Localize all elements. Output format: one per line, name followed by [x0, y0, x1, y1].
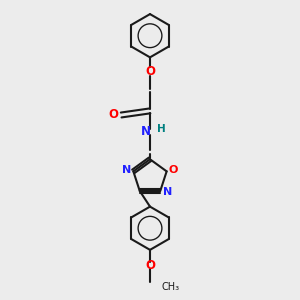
- Text: N: N: [141, 125, 151, 138]
- Text: O: O: [145, 259, 155, 272]
- Text: O: O: [108, 109, 118, 122]
- Text: N: N: [122, 165, 131, 175]
- Text: O: O: [145, 65, 155, 78]
- Text: CH₃: CH₃: [161, 282, 179, 292]
- Text: N: N: [163, 187, 172, 197]
- Text: H: H: [157, 124, 166, 134]
- Text: O: O: [169, 165, 178, 175]
